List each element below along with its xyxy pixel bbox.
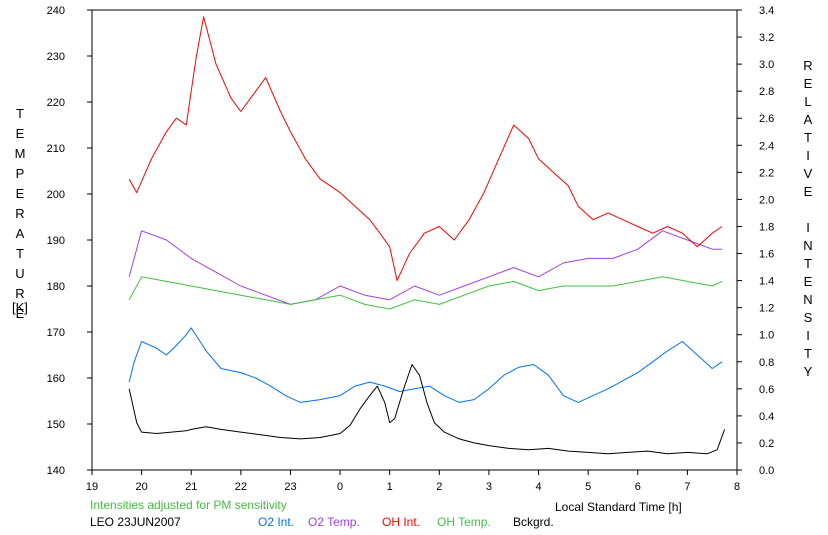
y-left-tick-label: 210: [47, 143, 65, 155]
y-left-tick-label: 170: [47, 327, 65, 339]
right-axis-label-letter: T: [804, 346, 812, 361]
legend-entry: O2 Temp.: [308, 515, 360, 529]
y-left-tick-label: 200: [47, 189, 65, 201]
x-tick-label: 3: [486, 481, 492, 493]
left-axis-label-letter: R: [15, 206, 24, 221]
legend-entry: OH Int.: [382, 515, 420, 529]
legend: O2 Int. O2 Temp. OH Int. OH Temp. Bckgrd.: [258, 515, 554, 529]
left-axis-label-letter: E: [16, 306, 25, 321]
y-right-tick-label: 0.4: [759, 411, 774, 423]
y-left-tick-label: 180: [47, 281, 65, 293]
x-axis-label: Local Standard Time [h]: [555, 500, 682, 514]
legend-entry: Bckgrd.: [513, 515, 554, 529]
y-right-tick-label: 2.8: [759, 86, 774, 98]
y-right-tick-label: 1.4: [759, 276, 774, 288]
x-tick-label: 22: [235, 481, 247, 493]
right-axis-label-letter: T: [804, 130, 812, 145]
axes-layer: 19 20 21 22 23 0 1 2 3 4 5 6 7 8140150160170180190200…: [47, 5, 775, 493]
left-axis-unit: [K]: [12, 300, 28, 315]
y-right-tick-label: 2.2: [759, 167, 774, 179]
y-left-tick-label: 230: [47, 51, 65, 63]
right-axis-label-letter: E: [804, 184, 813, 199]
series-line-bckgrd: [128, 364, 726, 455]
legend-entry: O2 Int.: [258, 515, 294, 529]
y-left-tick-label: 140: [47, 465, 65, 477]
series-line-oh-temp: [128, 276, 723, 310]
x-tick-label: 21: [185, 481, 197, 493]
left-axis-label-letter: T: [16, 106, 24, 121]
y-right-tick-label: 2.6: [759, 113, 774, 125]
right-axis-label-letter: T: [804, 256, 812, 271]
x-tick-label: 5: [585, 481, 591, 493]
y-right-tick-label: 1.6: [759, 249, 774, 261]
right-axis-label-letter: I: [806, 148, 810, 163]
right-axis-label-letter: S: [804, 310, 813, 325]
right-axis-label-letter: N: [803, 292, 812, 307]
right-axis-label-letter: R: [803, 58, 812, 73]
x-tick-label: 0: [337, 481, 343, 493]
y-left-tick-label: 190: [47, 235, 65, 247]
series-layer: [128, 16, 726, 455]
left-axis-label-letter: A: [16, 226, 25, 241]
y-right-tick-label: 3.4: [759, 5, 774, 17]
x-tick-label: 6: [635, 481, 641, 493]
y-right-tick-label: 1.2: [759, 303, 774, 315]
right-axis-label-letter: L: [804, 94, 811, 109]
x-tick-label: 19: [86, 481, 98, 493]
left-axis-label-letter: E: [16, 126, 25, 141]
right-axis-label-letter: I: [806, 328, 810, 343]
right-axis-label-letter: I: [806, 220, 810, 235]
left-axis-label-letter: M: [15, 146, 26, 161]
legend-entry: OH Temp.: [437, 515, 491, 529]
x-tick-label: 2: [436, 481, 442, 493]
y-right-tick-label: 0.8: [759, 357, 774, 369]
right-axis-label-letter: E: [804, 274, 813, 289]
right-axis-label-letter: Y: [804, 364, 813, 379]
site-date-label: LEO 23JUN2007: [90, 515, 181, 529]
right-axis-label-letter: A: [804, 112, 813, 127]
y-right-tick-label: 2.4: [759, 140, 774, 152]
x-tick-label: 1: [387, 481, 393, 493]
y-right-tick-label: 3.0: [759, 59, 774, 71]
y-right-tick-label: 0.6: [759, 384, 774, 396]
y-left-tick-label: 150: [47, 419, 65, 431]
x-tick-label: 23: [284, 481, 296, 493]
y-right-tick-label: 1.8: [759, 221, 774, 233]
left-axis-label-letter: U: [15, 266, 24, 281]
series-line-o2-int: [128, 327, 723, 403]
y-right-tick-label: 3.2: [759, 32, 774, 44]
y-right-tick-label: 1.0: [759, 330, 774, 342]
y-left-tick-label: 240: [47, 5, 65, 17]
left-axis-label-letter: R: [15, 286, 24, 301]
series-line-o2-temp: [128, 230, 723, 305]
left-axis-label-letter: P: [16, 166, 25, 181]
y-left-tick-label: 220: [47, 97, 65, 109]
right-axis-label-letter: N: [803, 238, 812, 253]
left-axis-label-letter: T: [16, 246, 24, 261]
x-tick-label: 7: [684, 481, 690, 493]
right-axis-label-letter: V: [804, 166, 813, 181]
y-right-tick-label: 0.0: [759, 465, 774, 477]
right-axis-label-letter: E: [804, 76, 813, 91]
x-tick-label: 4: [535, 481, 541, 493]
left-axis-label-letter: E: [16, 186, 25, 201]
y-left-tick-label: 160: [47, 373, 65, 385]
pm-sensitivity-note: Intensities adjusted for PM sensitivity: [90, 498, 287, 512]
series-line-oh-int: [128, 16, 723, 282]
x-tick-label: 20: [135, 481, 147, 493]
y-right-tick-label: 2.0: [759, 194, 774, 206]
y-right-tick-label: 0.2: [759, 438, 774, 450]
x-tick-label: 8: [734, 481, 740, 493]
